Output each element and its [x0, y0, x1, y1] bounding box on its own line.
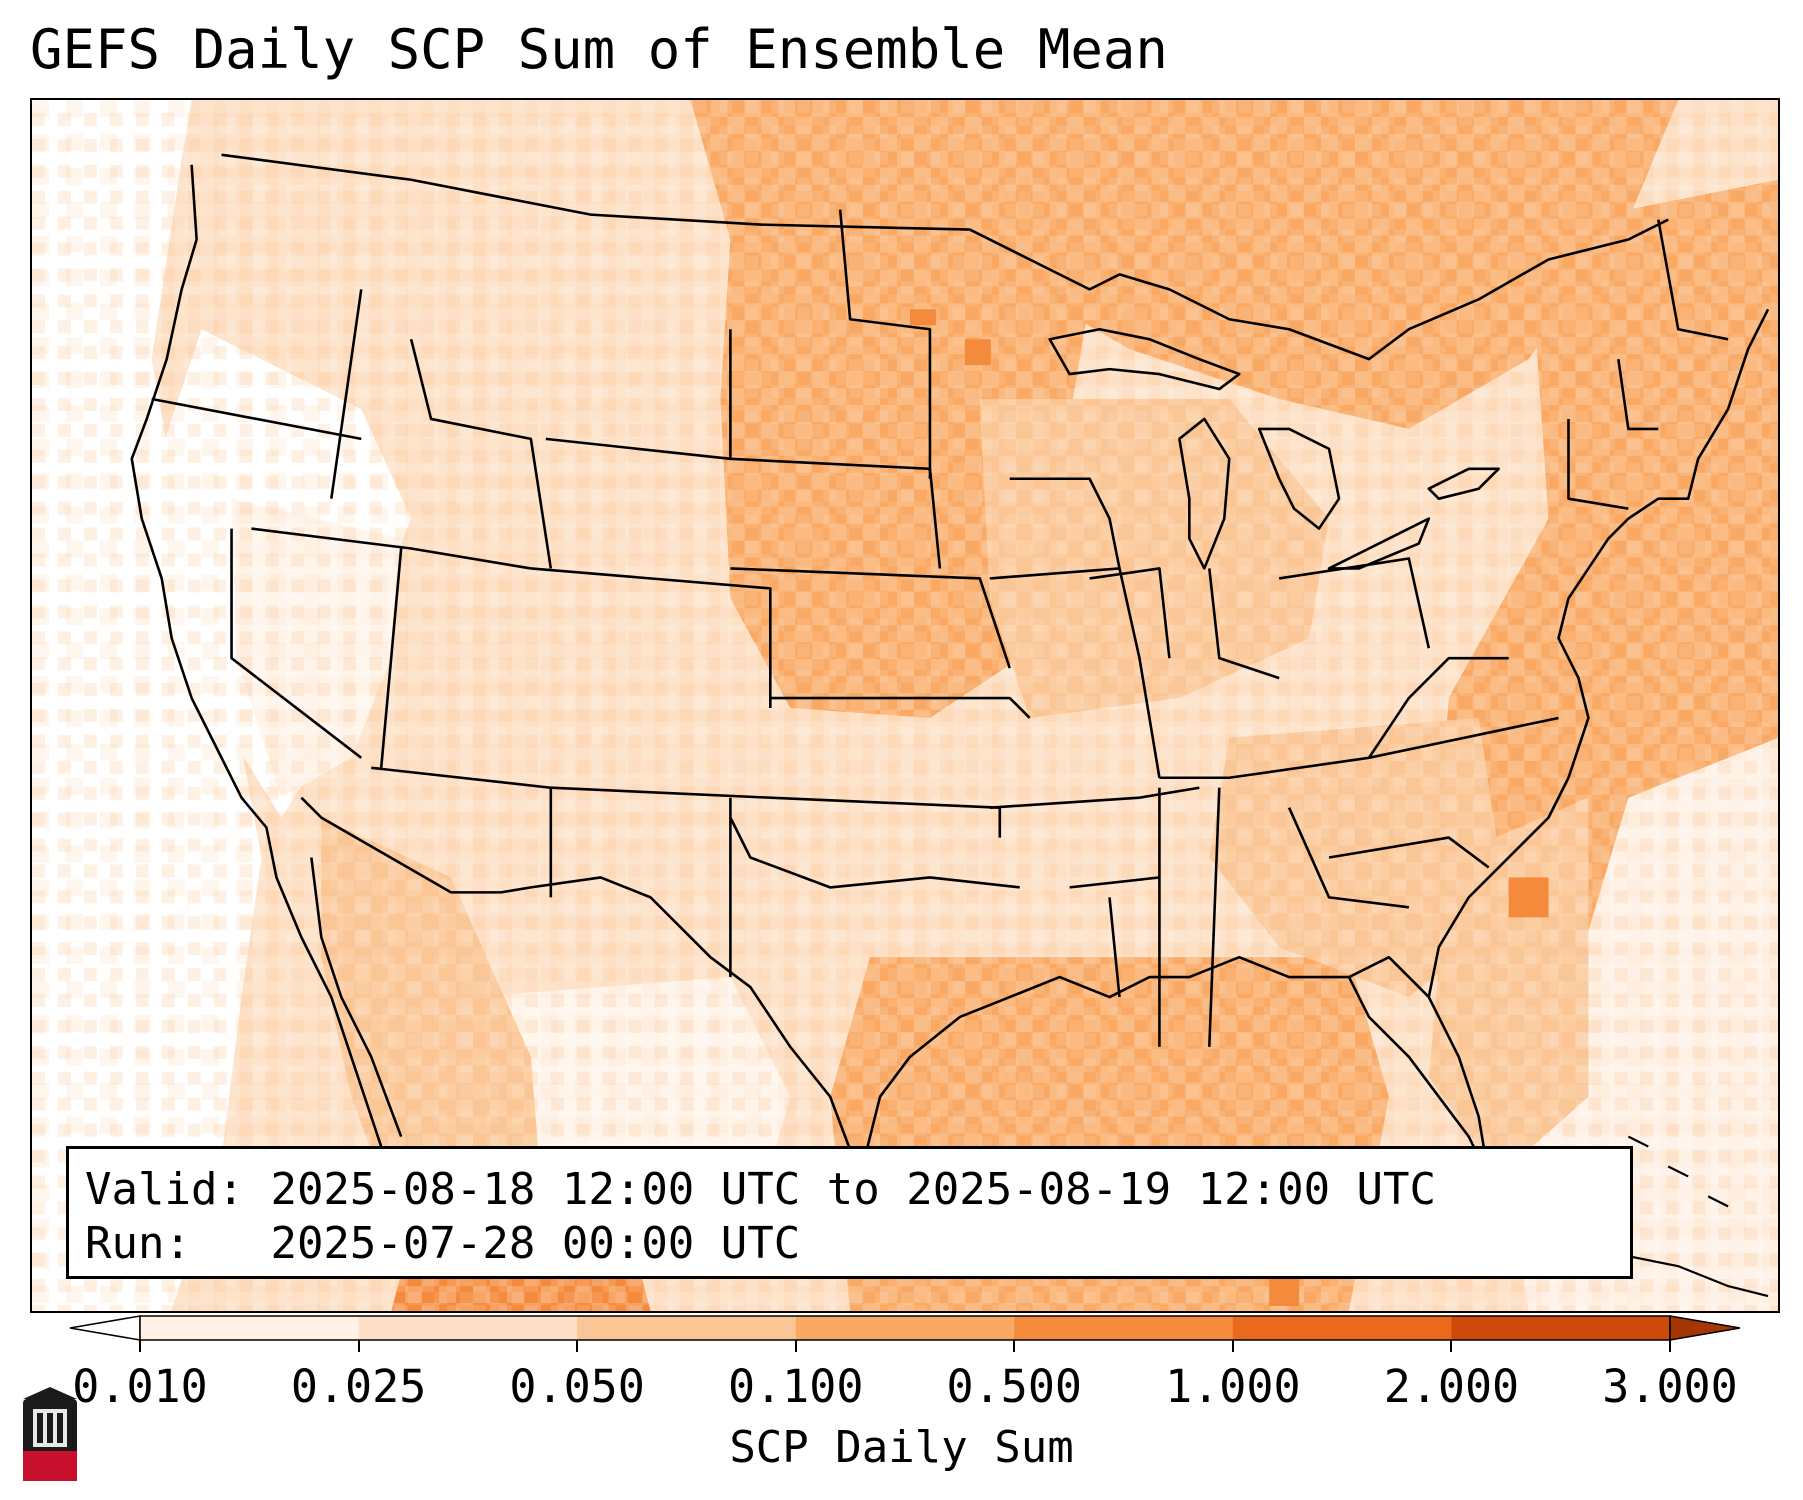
colorbar-segment — [1014, 1316, 1234, 1340]
colorbar-extend-high — [1669, 1315, 1741, 1341]
run-label: Run: — [85, 1218, 191, 1269]
colorbar-segment — [1451, 1316, 1671, 1340]
colorbar — [69, 1315, 1741, 1341]
valid-run-box: Valid: 2025-08-18 12:00 UTC to 2025-08-1… — [66, 1146, 1633, 1279]
run-value: 2025-07-28 00:00 UTC — [270, 1218, 801, 1269]
niu-logo — [21, 1385, 79, 1483]
colorbar-tick-mark — [357, 1340, 360, 1352]
hotspot-nd — [909, 309, 936, 326]
map-panel — [30, 98, 1780, 1313]
colorbar-tick-label: 0.010 — [72, 1360, 208, 1413]
colorbar-tick-label: 0.025 — [290, 1360, 427, 1413]
colorbar-title: SCP Daily Sum — [729, 1422, 1074, 1473]
colorbar-tick-label: 0.100 — [727, 1360, 864, 1413]
colorbar-outline — [139, 1315, 1671, 1341]
colorbar-tick-mark — [1231, 1340, 1234, 1352]
colorbar-tick-mark — [576, 1340, 579, 1352]
colorbar-extend-low — [69, 1315, 141, 1341]
colorbar-segment — [358, 1316, 578, 1340]
hotspot-mn — [964, 339, 991, 366]
page-title: GEFS Daily SCP Sum of Ensemble Mean — [30, 18, 1168, 81]
colorbar-tick-mark — [1450, 1340, 1453, 1352]
valid-label: Valid: — [85, 1164, 244, 1215]
valid-value: 2025-08-18 12:00 UTC to 2025-08-19 12:00… — [270, 1164, 1437, 1215]
colorbar-segment — [140, 1316, 360, 1340]
colorbar-segment — [795, 1316, 1015, 1340]
colorbar-segment — [577, 1316, 797, 1340]
colorbar-tick-label: 3.000 — [1602, 1360, 1738, 1413]
colorbar-segment — [1232, 1316, 1452, 1340]
hotspot-gulf — [1269, 1276, 1300, 1307]
colorbar-tick-mark — [139, 1340, 141, 1352]
hotspot-sc — [1508, 877, 1549, 918]
colorbar-tick-mark — [1013, 1340, 1016, 1352]
colorbar-tick-label: 0.050 — [509, 1360, 645, 1413]
colorbar-tick-mark — [794, 1340, 797, 1352]
scp-map — [32, 100, 1778, 1311]
colorbar-svg — [69, 1315, 1741, 1341]
field-texture-b — [32, 100, 1778, 1311]
niu-logo-icon — [23, 1387, 77, 1481]
colorbar-tick-label: 0.500 — [946, 1360, 1083, 1413]
borders — [130, 153, 1770, 1277]
colorbar-tick-mark — [1669, 1340, 1671, 1352]
colorbar-tick-label: 2.000 — [1383, 1360, 1520, 1413]
colorbar-tick-label: 1.000 — [1165, 1360, 1301, 1413]
